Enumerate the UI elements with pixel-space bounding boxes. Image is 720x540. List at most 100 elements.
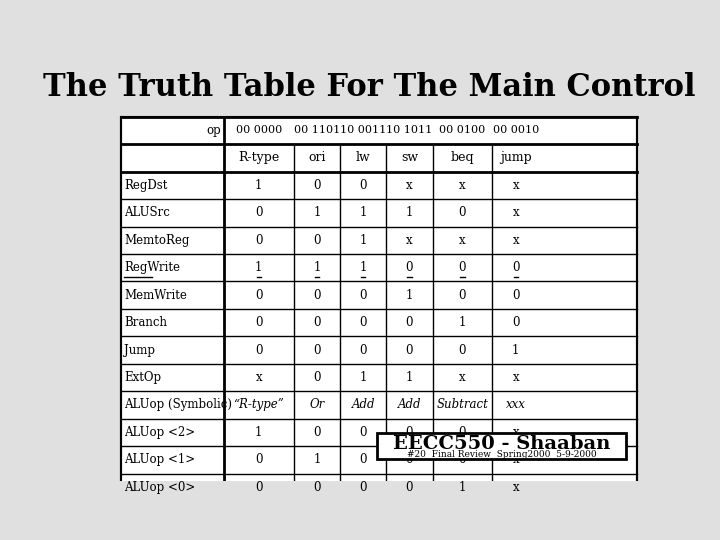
Text: 1: 1: [313, 453, 320, 467]
Text: 0: 0: [459, 206, 467, 219]
Text: 1: 1: [359, 261, 366, 274]
Text: 0: 0: [255, 453, 263, 467]
Text: 1: 1: [255, 179, 263, 192]
Text: beq: beq: [451, 151, 474, 165]
Text: MemtoReg: MemtoReg: [124, 234, 189, 247]
Text: 0: 0: [313, 289, 320, 302]
Text: 00 1101: 00 1101: [294, 125, 340, 136]
Text: 0: 0: [405, 453, 413, 467]
Text: 0: 0: [359, 426, 367, 439]
Text: x: x: [513, 179, 519, 192]
Text: Subtract: Subtract: [436, 399, 488, 411]
Text: 00 0000: 00 0000: [235, 125, 282, 136]
Text: x: x: [256, 371, 262, 384]
Text: ALUop <0>: ALUop <0>: [124, 481, 195, 494]
Text: x: x: [513, 426, 519, 439]
Text: 1: 1: [255, 261, 263, 274]
Text: 1: 1: [406, 289, 413, 302]
Text: 1: 1: [459, 481, 466, 494]
Text: 0: 0: [313, 426, 320, 439]
Text: 1: 1: [459, 316, 466, 329]
Text: Add: Add: [351, 399, 375, 411]
Text: 0: 0: [359, 453, 367, 467]
Text: 0: 0: [512, 261, 520, 274]
Text: ALUop <2>: ALUop <2>: [124, 426, 195, 439]
Text: 0: 0: [405, 316, 413, 329]
Text: x: x: [459, 234, 466, 247]
Text: x: x: [513, 206, 519, 219]
Text: 0: 0: [313, 179, 320, 192]
Text: 0: 0: [255, 206, 263, 219]
Text: 1: 1: [313, 261, 320, 274]
Text: RegDst: RegDst: [124, 179, 168, 192]
Text: 0: 0: [313, 316, 320, 329]
Text: 1: 1: [406, 371, 413, 384]
Text: 0: 0: [459, 426, 467, 439]
Text: 1: 1: [512, 343, 519, 356]
Text: RegWrite: RegWrite: [124, 261, 180, 274]
Text: 0: 0: [359, 316, 367, 329]
Text: 10 1011: 10 1011: [387, 125, 433, 136]
Text: Add: Add: [397, 399, 421, 411]
Text: 10 0011: 10 0011: [340, 125, 386, 136]
Text: MemWrite: MemWrite: [124, 289, 187, 302]
Text: Or: Or: [309, 399, 325, 411]
Text: 0: 0: [512, 289, 520, 302]
Text: “R-type”: “R-type”: [233, 399, 284, 411]
Bar: [377, 433, 626, 459]
Text: 1: 1: [255, 426, 263, 439]
Text: lw: lw: [356, 151, 371, 165]
Text: 0: 0: [313, 234, 320, 247]
Text: sw: sw: [401, 151, 418, 165]
Text: R-type: R-type: [238, 151, 279, 165]
Text: ALUSrc: ALUSrc: [124, 206, 170, 219]
Text: x: x: [459, 179, 466, 192]
Text: ALUop <1>: ALUop <1>: [124, 453, 195, 467]
Text: 0: 0: [459, 453, 467, 467]
Text: 0: 0: [255, 343, 263, 356]
Text: ori: ori: [308, 151, 325, 165]
Text: 0: 0: [405, 481, 413, 494]
Text: The Truth Table For The Main Control: The Truth Table For The Main Control: [42, 72, 696, 103]
Text: 1: 1: [313, 206, 320, 219]
Text: 0: 0: [359, 481, 367, 494]
Text: 0: 0: [459, 343, 467, 356]
Text: EECC550 - Shaaban: EECC550 - Shaaban: [393, 435, 611, 453]
Text: x: x: [513, 234, 519, 247]
Text: x: x: [513, 481, 519, 494]
Text: #20  Final Review  Spring2000  5-9-2000: #20 Final Review Spring2000 5-9-2000: [407, 450, 596, 459]
Text: x: x: [513, 453, 519, 467]
Text: 0: 0: [459, 289, 467, 302]
Text: 0: 0: [359, 179, 367, 192]
Text: x: x: [459, 371, 466, 384]
Text: 00 0100: 00 0100: [439, 125, 485, 136]
Text: 0: 0: [313, 371, 320, 384]
Text: x: x: [406, 234, 413, 247]
Text: 0: 0: [255, 481, 263, 494]
Text: 0: 0: [405, 343, 413, 356]
Text: ExtOp: ExtOp: [124, 371, 161, 384]
Text: jump: jump: [500, 151, 531, 165]
Text: 1: 1: [359, 206, 366, 219]
Text: Branch: Branch: [124, 316, 167, 329]
Text: 0: 0: [405, 426, 413, 439]
Text: 1: 1: [406, 206, 413, 219]
Text: 0: 0: [512, 316, 520, 329]
Text: ALUop (Symbolic): ALUop (Symbolic): [124, 399, 232, 411]
Text: x: x: [513, 371, 519, 384]
Text: x: x: [406, 179, 413, 192]
Text: 00 0010: 00 0010: [492, 125, 539, 136]
Text: 0: 0: [359, 343, 367, 356]
Text: xxx: xxx: [506, 399, 526, 411]
Text: 0: 0: [255, 289, 263, 302]
Text: op: op: [207, 124, 221, 137]
Text: 0: 0: [313, 343, 320, 356]
Text: 0: 0: [459, 261, 467, 274]
Text: Jump: Jump: [124, 343, 155, 356]
Text: 1: 1: [359, 371, 366, 384]
Text: 0: 0: [255, 316, 263, 329]
Text: 0: 0: [255, 234, 263, 247]
Text: 1: 1: [359, 234, 366, 247]
Text: 0: 0: [405, 261, 413, 274]
Text: 0: 0: [313, 481, 320, 494]
